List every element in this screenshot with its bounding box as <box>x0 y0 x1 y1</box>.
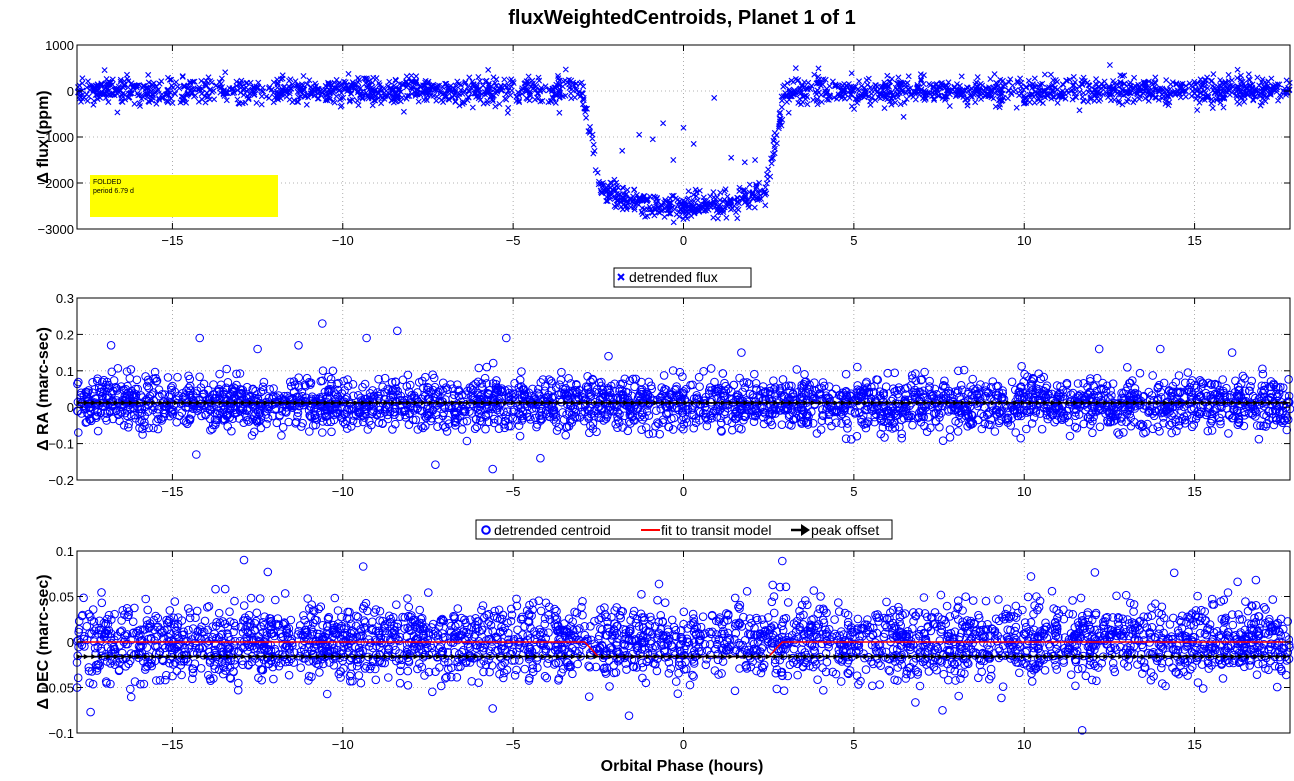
x-tick-label: 15 <box>1187 484 1201 499</box>
centroid-circle-markers <box>73 319 1294 474</box>
y-axis-label-flux: Δ flux (ppm) <box>35 90 52 183</box>
y-tick-label: −3000 <box>37 222 74 237</box>
panel-ra-ticks: −15 −10 −5 0 5 10 15 −0.2 −0.1 0 0.1 0.2 0.3 <box>48 291 1290 499</box>
x-tick-label: −15 <box>161 233 183 248</box>
x-tick-label: 5 <box>850 233 857 248</box>
x-tick-label: 0 <box>680 737 687 752</box>
x-tick-label: 15 <box>1187 737 1201 752</box>
legend-flux-box <box>613 267 752 288</box>
y-tick-label: −1000 <box>37 130 74 145</box>
x-tick-label: 5 <box>850 737 857 752</box>
legend-label-detrended-centroid: detrended centroid <box>494 522 611 538</box>
x-tick-label: −10 <box>332 233 354 248</box>
x-tick-label: −15 <box>161 737 183 752</box>
y-tick-label: −0.05 <box>41 681 74 696</box>
x-tick-label: 5 <box>850 484 857 499</box>
y-tick-label: −0.2 <box>48 473 74 488</box>
y-tick-label: 0.1 <box>56 364 74 379</box>
y-axis-label-dec: Δ DEC (marc-sec) <box>35 574 52 709</box>
x-tick-label: 0 <box>680 484 687 499</box>
panel-flux-ticks: −15 −10 −5 0 5 10 15 −3000 −2000 −1000 0 1000 <box>37 38 1290 248</box>
legend-centroid[interactable]: detrended centroid fit to transit model … <box>475 519 893 540</box>
x-tick-label: −10 <box>332 484 354 499</box>
y-tick-label: −0.1 <box>48 726 74 741</box>
panel-dec-ticks: −15 −10 −5 0 5 10 15 −0.1 −0.05 0 0.05 0.1 <box>41 544 1290 752</box>
panel-flux-grid <box>77 44 1290 230</box>
x-tick-label: −5 <box>506 233 521 248</box>
panel-ra-data <box>73 319 1294 474</box>
y-tick-label: 0.2 <box>56 327 74 342</box>
y-tick-label: 0 <box>67 635 74 650</box>
circle-marker-icon <box>481 525 491 535</box>
legend-x-marker <box>617 273 625 281</box>
y-tick-label: 0.3 <box>56 291 74 306</box>
figure-title: fluxWeightedCentroids, Planet 1 of 1 <box>508 7 855 29</box>
x-tick-label: 10 <box>1017 737 1031 752</box>
folded-annotation-box <box>90 175 278 217</box>
y-tick-label: 0 <box>67 400 74 415</box>
x-tick-label: −5 <box>506 484 521 499</box>
panel-dec-data <box>72 555 1294 735</box>
annotation-line-folded: FOLDED <box>93 179 121 186</box>
legend-label-fit: fit to transit model <box>661 522 772 538</box>
x-tick-label: −5 <box>506 737 521 752</box>
x-tick-label: −10 <box>332 737 354 752</box>
y-tick-label: −2000 <box>37 176 74 191</box>
legend-centroid-box <box>475 519 893 540</box>
annotation-line-period: period 6.79 d <box>93 188 134 195</box>
panel-flux-frame <box>76 44 1291 230</box>
y-tick-label: 0.1 <box>56 544 74 559</box>
arrow-right-icon <box>801 524 810 536</box>
y-tick-label: −0.1 <box>48 437 74 452</box>
x-tick-label: 0 <box>680 233 687 248</box>
legend-label-detrended-flux: detrended flux <box>629 269 718 285</box>
x-marker-icon <box>617 273 625 281</box>
x-tick-label: −15 <box>161 484 183 499</box>
y-tick-label: 1000 <box>45 38 74 53</box>
x-tick-label: 15 <box>1187 233 1201 248</box>
panel-dec: −15 −10 −5 0 5 10 15 −0.1 −0.05 0 0.05 0.1 Δ DEC (m… <box>35 544 1294 752</box>
panel-ra-frame <box>76 297 1291 481</box>
legend-flux[interactable]: detrended flux <box>613 267 752 288</box>
y-axis-label-ra: Δ RA (marc-sec) <box>35 327 52 451</box>
panel-ra: −15 −10 −5 0 5 10 15 −0.2 −0.1 0 0.1 0.2 0.3 Δ RA (m… <box>35 291 1294 499</box>
panel-flux: −15 −10 −5 0 5 10 15 −3000 −2000 −1000 0 1000 FOLDE… <box>35 38 1293 248</box>
peak-offset-markers <box>76 400 1289 406</box>
peak-offset-markers <box>76 654 1289 660</box>
x-tick-label: 10 <box>1017 484 1031 499</box>
panel-flux-data <box>75 62 1293 226</box>
x-tick-label: 10 <box>1017 233 1031 248</box>
y-tick-label: 0.05 <box>49 590 74 605</box>
panel-dec-frame <box>76 550 1291 734</box>
legend-label-peak-offset: peak offset <box>811 522 879 538</box>
x-axis-label: Orbital Phase (hours) <box>601 758 764 775</box>
y-tick-label: 0 <box>67 84 74 99</box>
flux-x-markers <box>75 62 1293 226</box>
